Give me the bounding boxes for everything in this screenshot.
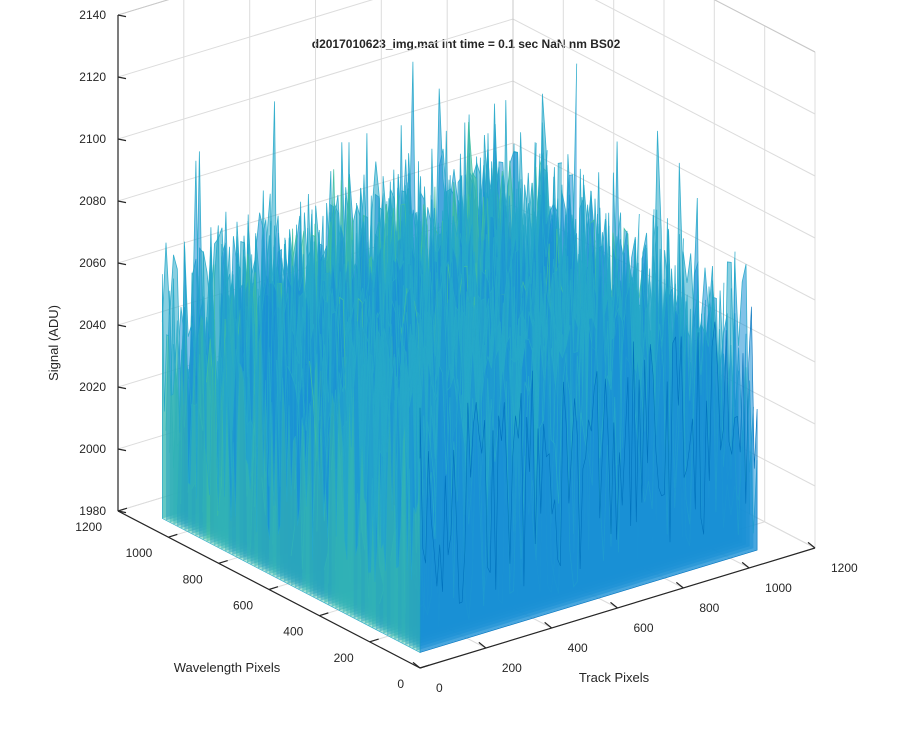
y-tick-mark: [268, 586, 279, 591]
z-axis-ticks: 1980 2000 2020 2040 2060 2080 2100 2120 2140: [79, 8, 127, 518]
z-tick-mark: [117, 262, 127, 266]
x-tick-label: 200: [502, 661, 522, 675]
y-tick-label: 0: [397, 677, 404, 691]
y-tick-label: 600: [233, 599, 253, 613]
y-tick-label: 200: [334, 651, 354, 665]
x-tick-label: 800: [699, 601, 719, 615]
z-tick-mark: [117, 386, 127, 390]
y-tick-label: 1200: [75, 520, 102, 534]
y-tick-mark: [419, 664, 430, 669]
surface-left-skirt: [162, 274, 421, 653]
y-tick-label: 800: [183, 572, 203, 586]
y-tick-label: 1000: [126, 546, 153, 560]
x-tick-label: 1000: [765, 581, 792, 595]
y-tick-mark: [168, 533, 178, 538]
x-tick-mark: [807, 541, 816, 549]
z-tick-mark: [117, 448, 127, 452]
z-tick-label: 2120: [79, 70, 106, 84]
surface-ridge: [412, 197, 751, 627]
z-tick-mark: [117, 324, 127, 328]
z-tick-mark: [117, 510, 127, 514]
x-axis-label: Track Pixels: [579, 670, 650, 685]
y-tick-mark: [218, 559, 228, 564]
x-tick-label: 1200: [831, 561, 858, 575]
y-tick-mark: [117, 507, 128, 512]
z-tick-mark: [117, 200, 127, 204]
z-tick-mark: [117, 138, 127, 142]
z-tick-label: 2080: [79, 194, 106, 208]
x-tick-mark: [675, 581, 684, 589]
z-tick-label: 1980: [79, 504, 106, 518]
y-tick-mark: [319, 612, 329, 617]
y-tick-label: 400: [283, 625, 303, 639]
z-tick-mark: [117, 76, 127, 80]
x-tick-mark: [478, 641, 487, 649]
y-axis-ticks: 0 200 400 600 800 1000 1200: [75, 507, 430, 691]
chart-title: d2017010623_img.mat int time = 0.1 sec N…: [312, 37, 621, 51]
x-tick-label: 0: [436, 681, 443, 695]
y-tick-mark: [369, 638, 379, 643]
z-tick-label: 2000: [79, 442, 106, 456]
x-tick-mark: [610, 601, 618, 609]
x-tick-mark: [544, 621, 553, 629]
z-tick-label: 2040: [79, 318, 106, 332]
x-tick-mark: [412, 661, 421, 669]
z-gridline: [117, 0, 816, 115]
z-tick-mark: [117, 14, 127, 18]
x-tick-mark: [741, 561, 750, 569]
z-tick-label: 2060: [79, 256, 106, 270]
signal-surface: [161, 61, 758, 653]
y-axis-label: Wavelength Pixels: [174, 660, 281, 675]
z-axis-label: Signal (ADU): [46, 305, 61, 381]
x-tick-label: 400: [568, 641, 588, 655]
surface-front-skirt: [419, 306, 758, 653]
z-tick-label: 2100: [79, 132, 106, 146]
z-tick-label: 2140: [79, 8, 106, 22]
x-axis-ticks: 0 200 400 600 800 1000 1200: [412, 541, 858, 695]
x-tick-label: 600: [634, 621, 654, 635]
z-tick-label: 2020: [79, 380, 106, 394]
